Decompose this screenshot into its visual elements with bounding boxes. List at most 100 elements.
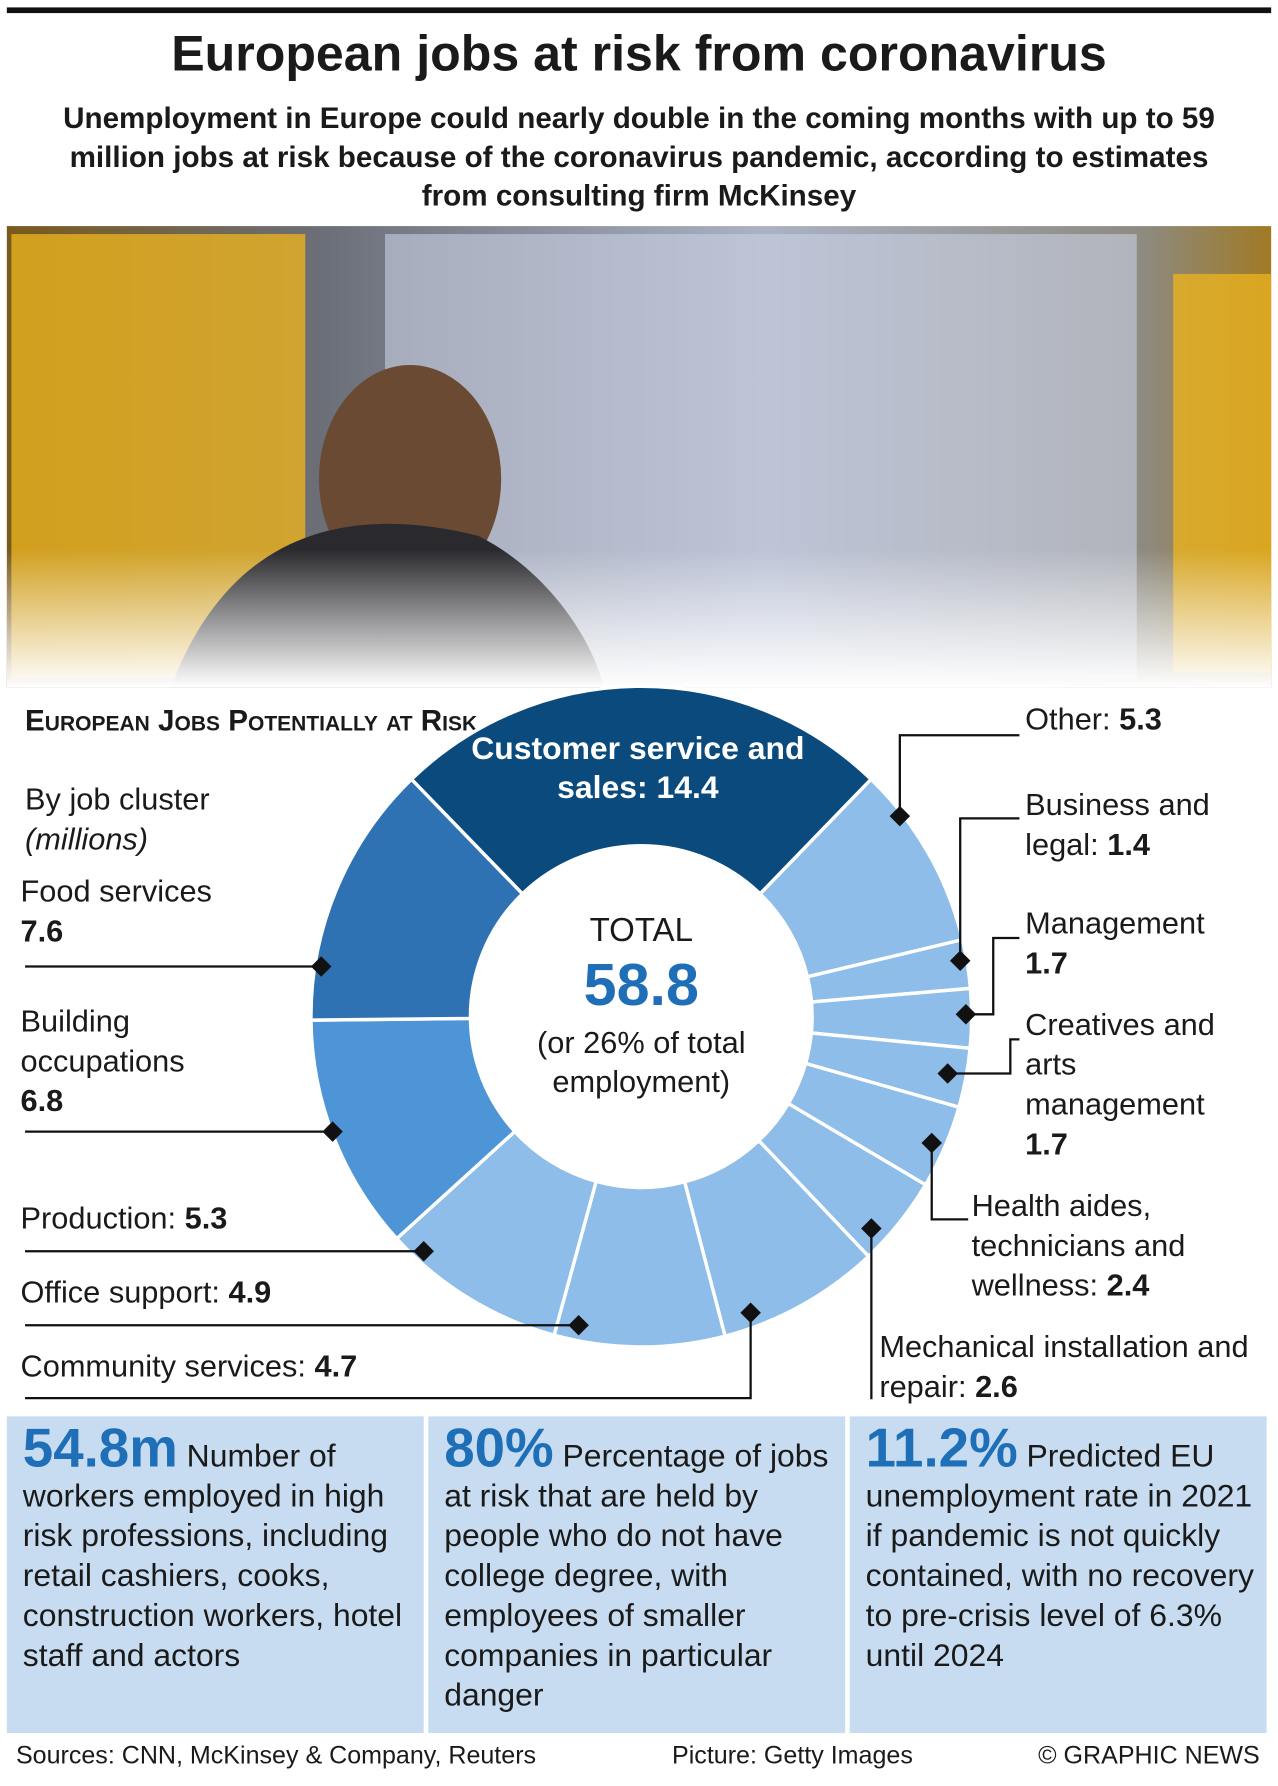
- slice-value: 2.4: [1106, 1268, 1150, 1303]
- stat-figure: 80%: [444, 1426, 554, 1480]
- slice-label: Customer service and sales: 14.4: [461, 730, 814, 807]
- stat-text: Number of workers employed in high risk …: [22, 1438, 403, 1673]
- slice-label-box: Creatives and arts management 1.7: [1025, 1005, 1264, 1164]
- slice-label-box: Mechanical installation and repair: 2.6: [879, 1328, 1255, 1408]
- stat-box: 80% Percentage of jobs at risk that are …: [444, 1427, 834, 1715]
- total-label: TOTAL: [590, 911, 693, 948]
- chart-title: European Jobs Potentially at Risk: [25, 705, 477, 738]
- slice-name: Building occupations: [20, 1004, 185, 1079]
- total-note-box: (or 26% of total employment): [537, 1025, 746, 1099]
- leader-diamond: [955, 1004, 977, 1025]
- leader-diamond: [921, 1132, 942, 1154]
- stat: 54.8m Number of workers employed in high…: [23, 1427, 413, 1675]
- slice-value: 7.6: [20, 914, 64, 949]
- slice-value: 4.9: [228, 1275, 272, 1310]
- stat: 80% Percentage of jobs at risk that are …: [444, 1427, 834, 1715]
- slice-label: Business and legal: 1.4: [1025, 785, 1264, 865]
- slice-name: Production:: [20, 1201, 177, 1236]
- slice-value: 14.4: [656, 769, 719, 805]
- footer: Sources: CNN, McKinsey & Company, Reuter…: [16, 1742, 1260, 1770]
- photo-fade: [6, 226, 1272, 688]
- slice-label-box: Building occupations 6.8: [21, 1002, 294, 1122]
- leader-diamond: [568, 1315, 589, 1336]
- slice-value: 5.3: [1119, 702, 1162, 737]
- slice-name: Other:: [1025, 702, 1111, 737]
- slice-name: Management: [1025, 906, 1205, 941]
- leader-line: [930, 1143, 969, 1221]
- slice-label: Health aides, technicians and wellness: …: [972, 1186, 1245, 1306]
- slice: [309, 776, 525, 1022]
- sources: Sources: CNN, McKinsey & Company, Reuter…: [16, 1742, 536, 1770]
- picture-credit: Picture: Getty Images: [672, 1742, 913, 1770]
- top-rule: [6, 7, 1272, 14]
- credit: © GRAPHIC NEWS: [1038, 1742, 1260, 1770]
- slice-name: Health aides, technicians and wellness:: [971, 1188, 1186, 1303]
- slice-label-box: Customer service and sales: 14.4: [461, 730, 814, 807]
- slice-label: Production: 5.3: [21, 1199, 477, 1239]
- slice-label: Office support: 4.9: [21, 1273, 477, 1313]
- slice: [409, 684, 874, 897]
- slice-value: 1.7: [1025, 945, 1068, 981]
- slice-value: 2.6: [975, 1369, 1018, 1404]
- subtitle: Unemployment in Europe could nearly doub…: [63, 100, 1215, 213]
- slice-label-box: Office support: 4.9: [21, 1273, 477, 1313]
- slice-label: Food services 7.6: [21, 872, 294, 952]
- photo: [6, 226, 1272, 688]
- leader-line: [898, 734, 1020, 817]
- slice-label-box: Community services: 4.7: [21, 1347, 477, 1387]
- slice-name: Community services:: [20, 1349, 306, 1384]
- slice-label: Mechanical installation and repair: 2.6: [879, 1328, 1255, 1408]
- leader-diamond: [889, 805, 911, 827]
- stat-box: 54.8m Number of workers employed in high…: [23, 1427, 413, 1675]
- slice-name: Customer service and sales:: [471, 730, 805, 805]
- leader-line: [947, 1038, 1020, 1075]
- slice-label: Other: 5.3: [1025, 700, 1264, 740]
- stats: 54.8m Number of workers employed in high…: [6, 1416, 1267, 1734]
- chart-unit: (millions): [25, 821, 148, 856]
- leader-diamond: [949, 950, 971, 972]
- slice-value: 1.4: [1107, 827, 1150, 862]
- title: European jobs at risk from coronavirus: [171, 26, 1107, 82]
- slice-value: 5.3: [184, 1201, 228, 1236]
- slice-name: Creatives and arts management: [1025, 1007, 1215, 1122]
- donut: [309, 684, 974, 1349]
- leader-line: [25, 1312, 752, 1400]
- chart-header: European Jobs Potentially at Risk By job…: [25, 705, 477, 857]
- slice-name: Food services: [20, 874, 212, 909]
- stat-figure: 54.8m: [22, 1426, 178, 1480]
- stat-panel: [6, 1416, 424, 1734]
- leader-line: [959, 817, 1020, 961]
- slice-label: Management 1.7: [1025, 904, 1264, 984]
- slice-label-box: Business and legal: 1.4: [1025, 785, 1264, 865]
- leader-diamond: [310, 956, 332, 977]
- leaders: Customer service and sales: 14.4 Other: 5…: [21, 700, 1264, 1408]
- chart-subtitle: By job cluster: [25, 781, 210, 816]
- leader-line: [965, 936, 1020, 1016]
- stat-panel: [428, 1416, 846, 1734]
- leader-diamond: [740, 1302, 761, 1323]
- stat-panel: [849, 1416, 1267, 1734]
- stat: 11.2% Predicted EU unemployment rate in …: [866, 1427, 1256, 1675]
- slice-value: 6.8: [20, 1083, 64, 1118]
- slice-label: Building occupations 6.8: [21, 1002, 294, 1122]
- stat-box: 11.2% Predicted EU unemployment rate in …: [866, 1427, 1256, 1675]
- slice-label: Creatives and arts management 1.7: [1025, 1005, 1264, 1164]
- slice-name: Business and legal:: [1025, 787, 1210, 862]
- total-value: 58.8: [584, 951, 699, 1018]
- subtitle-box: Unemployment in Europe could nearly doub…: [63, 100, 1215, 213]
- stat-text: Predicted EU unemployment rate in 2021 i…: [865, 1438, 1254, 1673]
- slice-name: Office support:: [20, 1275, 220, 1310]
- total-note: (or 26% of total employment): [537, 1025, 746, 1099]
- slice-label-box: Management 1.7: [1025, 904, 1264, 984]
- slice-label-box: Health aides, technicians and wellness: …: [972, 1186, 1245, 1306]
- slice-value: 4.7: [314, 1349, 358, 1384]
- slice-label-box: Production: 5.3: [21, 1199, 477, 1239]
- slice-label: Community services: 4.7: [21, 1347, 477, 1387]
- stat-text: Percentage of jobs at risk that are held…: [444, 1438, 829, 1713]
- slice-value: 1.7: [1025, 1127, 1068, 1162]
- slice-label-box: Food services 7.6: [21, 872, 294, 952]
- leader-diamond: [322, 1121, 343, 1142]
- leader-diamond: [937, 1063, 958, 1084]
- stat-figure: 11.2%: [865, 1426, 1018, 1480]
